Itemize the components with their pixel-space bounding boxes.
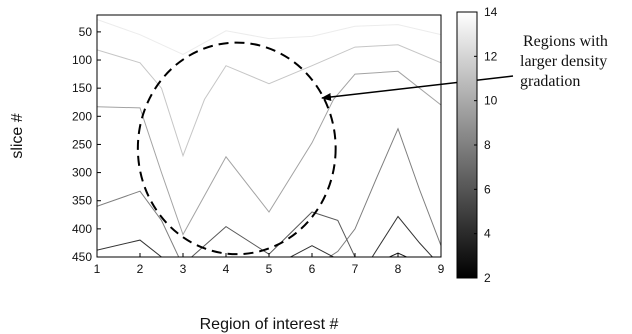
colorbar-tick-label: 12 [484, 49, 498, 63]
y-tick-label: 150 [72, 81, 92, 95]
contour-line-5 [191, 211, 356, 257]
y-axis-title: slice # [9, 113, 26, 158]
colorbar-tick-label: 14 [484, 5, 498, 19]
x-axis: 1 2 3 4 5 6 7 8 9 [94, 253, 445, 276]
y-tick-label: 200 [72, 109, 92, 123]
y-tick-label: 50 [79, 25, 93, 39]
x-tick-label: 4 [223, 262, 230, 276]
y-tick-label: 250 [72, 137, 92, 151]
contour-line-6 [97, 239, 162, 257]
colorbar-tick-label: 6 [484, 182, 491, 196]
plot-background [97, 15, 441, 257]
y-tick-label: 450 [72, 250, 92, 264]
x-tick-label: 2 [137, 262, 144, 276]
annotation-layer [136, 41, 514, 256]
annotation-line-2: larger density [520, 53, 607, 70]
x-tick-label: 1 [94, 262, 101, 276]
x-tick-label: 9 [438, 262, 445, 276]
annotation-text: Regions with larger density gradation [520, 33, 612, 90]
x-tick-label: 5 [266, 262, 273, 276]
annotation-line-1: Regions with [523, 33, 608, 50]
colorbar-tick-label: 2 [484, 271, 491, 285]
contour-line-3 [97, 190, 180, 257]
colorbar-tick-label: 4 [484, 227, 491, 241]
colorbar-tick-label: 10 [484, 94, 498, 108]
highlight-circle [136, 41, 337, 256]
x-tick-label: 7 [352, 262, 359, 276]
contour-line-0 [97, 19, 441, 55]
contour-line-4 [328, 127, 441, 257]
series-layer [97, 19, 441, 257]
x-tick-label: 8 [395, 262, 402, 276]
contour-line-7 [371, 215, 433, 257]
annotation-arrow [321, 75, 514, 101]
x-tick-label: 3 [180, 262, 187, 276]
annotation-line-3: gradation [520, 73, 580, 90]
contour-line-1 [97, 44, 441, 158]
x-tick-label: 6 [309, 262, 316, 276]
y-axis: 50 100 150 200 250 300 350 400 450 [72, 25, 101, 264]
contour-line-8 [290, 245, 334, 257]
x-axis-title: Region of interest # [200, 316, 339, 333]
y-tick-label: 100 [72, 53, 92, 67]
colorbar-tick-label: 8 [484, 138, 491, 152]
y-tick-label: 300 [72, 166, 92, 180]
y-tick-label: 400 [72, 222, 92, 236]
y-tick-label: 350 [72, 194, 92, 208]
contour-line-2 [97, 70, 441, 236]
colorbar-axis: 2 4 6 8 10 12 14 [474, 5, 498, 285]
